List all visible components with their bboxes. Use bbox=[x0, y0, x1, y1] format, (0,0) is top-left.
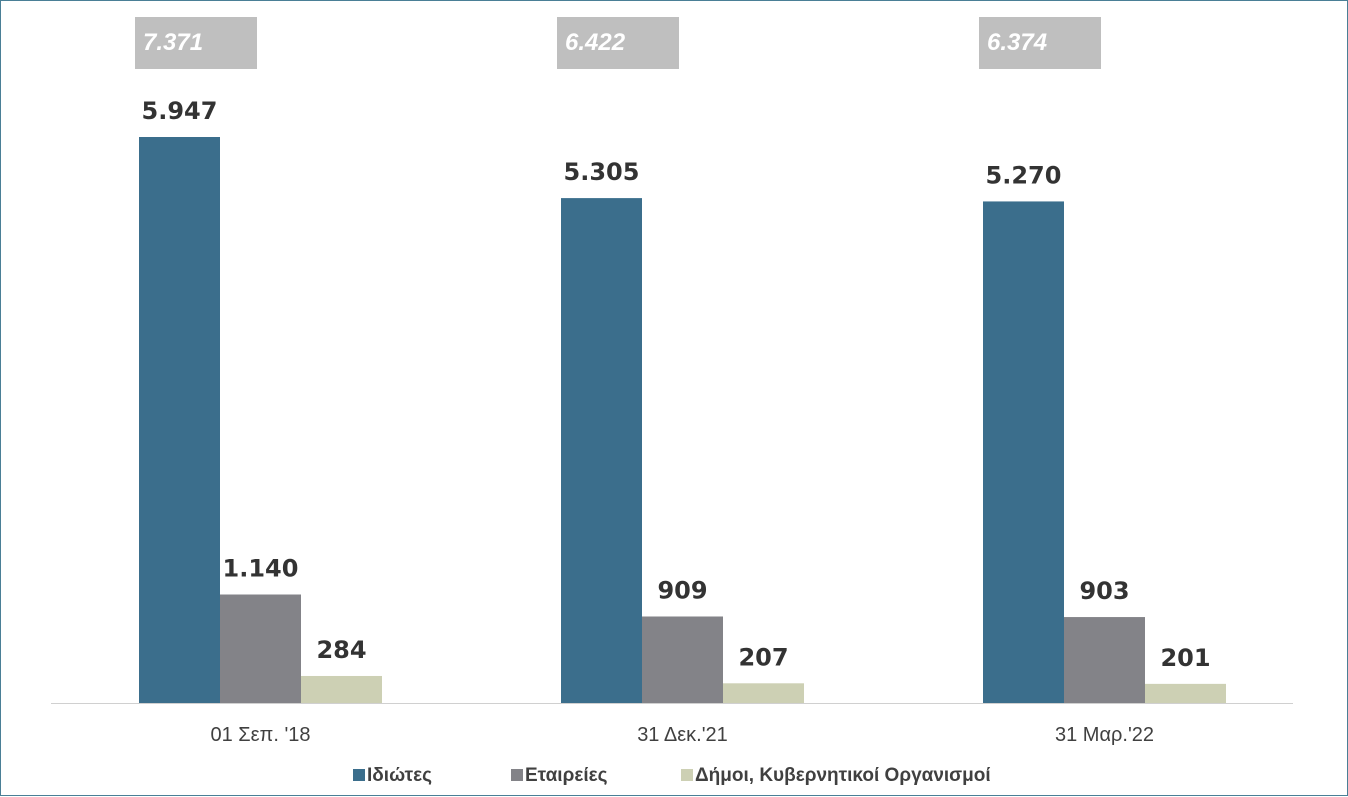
value-label: 5.305 bbox=[564, 158, 640, 186]
category-labels: 01 Σεπ. '18 31 Δεκ.'21 31 Μαρ.'22 bbox=[210, 724, 1154, 746]
category-label: 01 Σεπ. '18 bbox=[210, 724, 310, 746]
value-label: 5.947 bbox=[142, 97, 218, 125]
value-label: 284 bbox=[316, 636, 366, 664]
bar-2-2 bbox=[642, 616, 723, 703]
legend-label: Δήμοι, Κυβερνητικοί Οργανισμοί bbox=[695, 765, 991, 786]
bar-3-1 bbox=[301, 675, 382, 703]
legend-swatch bbox=[353, 769, 365, 781]
total-box bbox=[557, 17, 679, 69]
value-labels: 5.947 1.140 284 5.305 909 207 5.270 903 201 bbox=[142, 97, 1211, 672]
bar-1-2 bbox=[561, 198, 642, 703]
bar-3-2 bbox=[723, 683, 804, 703]
total-box bbox=[979, 17, 1101, 69]
value-label: 5.270 bbox=[986, 161, 1062, 189]
bar-1-3 bbox=[983, 201, 1064, 703]
total-label: 6.374 bbox=[987, 29, 1047, 56]
total-boxes: 7.371 6.422 6.374 bbox=[135, 17, 1101, 69]
bar-2-3 bbox=[1064, 617, 1145, 703]
legend-label: Εταιρείες bbox=[525, 765, 608, 786]
bar-1-1 bbox=[139, 137, 220, 703]
value-label: 207 bbox=[738, 643, 788, 671]
value-label: 201 bbox=[1160, 644, 1210, 672]
category-label: 31 Δεκ.'21 bbox=[637, 724, 728, 746]
category-label: 31 Μαρ.'22 bbox=[1055, 724, 1154, 746]
total-label: 7.371 bbox=[143, 29, 203, 56]
legend-swatch bbox=[511, 769, 523, 781]
legend: Ιδιώτες Εταιρείες Δήμοι, Κυβερνητικοί Οργα… bbox=[353, 765, 991, 786]
legend-label: Ιδιώτες bbox=[367, 765, 432, 786]
bars bbox=[139, 137, 1226, 703]
value-label: 903 bbox=[1079, 577, 1129, 605]
legend-swatch bbox=[681, 769, 693, 781]
bar-3-3 bbox=[1145, 683, 1226, 703]
value-label: 1.140 bbox=[223, 555, 299, 583]
value-label: 909 bbox=[657, 576, 707, 604]
bar-2-1 bbox=[220, 594, 301, 703]
total-box bbox=[135, 17, 257, 69]
total-label: 6.422 bbox=[565, 29, 626, 56]
